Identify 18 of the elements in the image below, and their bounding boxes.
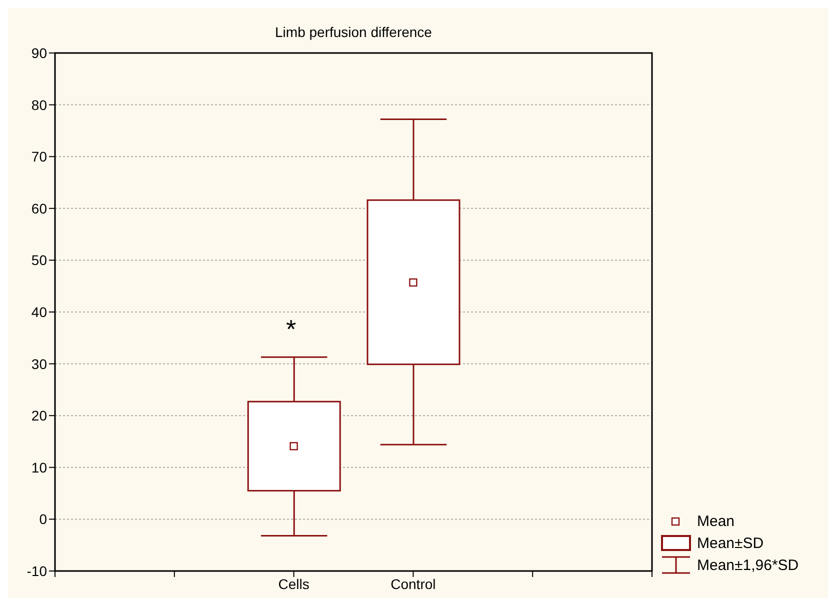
- annotation: *: [286, 314, 296, 345]
- y-tick-label: 70: [31, 148, 48, 165]
- y-tick-label: 10: [31, 459, 48, 476]
- y-tick-label: -10: [26, 562, 48, 579]
- y-tick-label: 50: [31, 252, 48, 268]
- y-tick-label: 30: [31, 356, 48, 372]
- y-tick-label: 40: [31, 304, 48, 320]
- text: Mean: [697, 512, 735, 530]
- chart-title: Limb perfusion difference: [274, 24, 433, 40]
- x-tick-label: Control: [390, 576, 436, 592]
- y-tick-label: 60: [31, 200, 48, 216]
- y-tick-label: 80: [31, 96, 48, 113]
- y-tick-label: 90: [31, 44, 48, 61]
- y-tick-label: 0: [39, 511, 48, 528]
- text: Mean±SD: [697, 534, 764, 552]
- text: Mean±1,96*SD: [697, 556, 799, 574]
- x-tick-label: Cells: [278, 576, 310, 592]
- y-tick-label: 20: [31, 408, 48, 424]
